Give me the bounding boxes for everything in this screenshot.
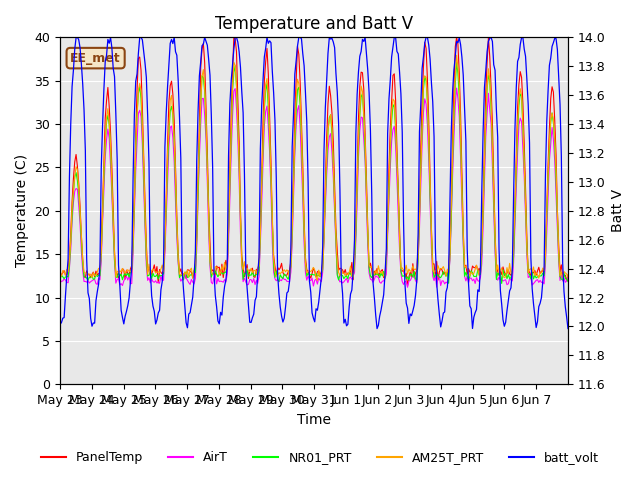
X-axis label: Time: Time bbox=[297, 413, 331, 427]
Y-axis label: Temperature (C): Temperature (C) bbox=[15, 154, 29, 267]
Y-axis label: Batt V: Batt V bbox=[611, 189, 625, 232]
Text: EE_met: EE_met bbox=[70, 52, 121, 65]
Legend: PanelTemp, AirT, NR01_PRT, AM25T_PRT, batt_volt: PanelTemp, AirT, NR01_PRT, AM25T_PRT, ba… bbox=[36, 446, 604, 469]
Title: Temperature and Batt V: Temperature and Batt V bbox=[215, 15, 413, 33]
